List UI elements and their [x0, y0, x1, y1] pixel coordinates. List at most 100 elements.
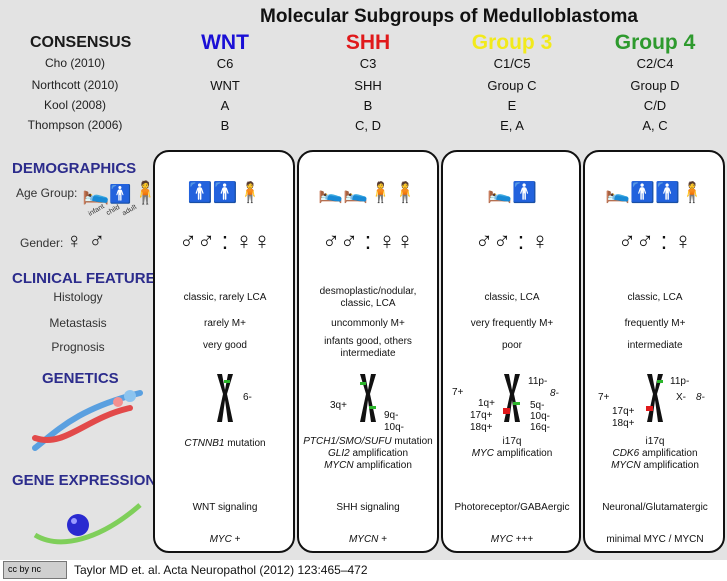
box-group4: [583, 150, 725, 553]
label-metastasis: Metastasis: [49, 316, 107, 330]
cell-wnt-thompson: B: [220, 118, 230, 133]
prognosis-wnt: very good: [203, 340, 247, 351]
cyto-group4-X: X-: [676, 392, 686, 403]
section-clinical-features: CLINICAL FEATURES: [12, 270, 166, 287]
genetics-wnt-0: CTNNB1 mutation: [184, 438, 266, 449]
gender-ratio-group4: ♂♂ : ♀: [617, 228, 693, 255]
cyto-group4-8: 8-: [696, 392, 705, 403]
cyto-group3-18q: 18q+: [470, 422, 493, 433]
age-icons-group3: 🛌🚹: [487, 180, 537, 205]
cyto-group3-8: 8-: [550, 388, 559, 399]
metastasis-shh: uncommonly M+: [331, 318, 405, 329]
prognosis-group3: poor: [501, 340, 523, 351]
cell-shh-cho: C3: [359, 56, 377, 71]
cyto-group4-11p: 11p-: [670, 376, 690, 387]
gender-ratio-group3: ♂♂ : ♀: [474, 228, 550, 255]
cell-wnt-kool: A: [220, 98, 230, 113]
histology-group3: classic, LCA: [484, 292, 540, 303]
adult-icon: 🧍: [368, 182, 393, 204]
prognosis-shh: infants good, others intermediate: [324, 336, 412, 359]
infant-icon: 🛌: [318, 182, 344, 204]
box-shh: [297, 150, 439, 553]
label-gender: Gender:: [20, 236, 64, 250]
histology-shh: desmoplastic/nodular, classic, LCA: [319, 286, 417, 309]
age-icons-group4: 🛌🚹🚹🧍: [605, 180, 705, 205]
box-group3: [441, 150, 581, 553]
age-icons-shh: 🛌🛌🧍🧍: [318, 180, 418, 205]
metastasis-group3: very frequently M+: [470, 318, 554, 329]
child-icon: 🚹: [109, 184, 132, 204]
cyto-shh-10q: 10q-: [384, 422, 405, 433]
child-icon: 🚹: [630, 182, 655, 204]
citation: Taylor MD et. al. Acta Neuropathol (2012…: [74, 563, 368, 577]
figure-title: Molecular Subgroups of Medulloblastoma: [260, 6, 638, 27]
genetics-shh-2: MYCN amplification: [324, 460, 412, 471]
cyto-group4-18q: 18q+: [612, 418, 635, 429]
license-badge[interactable]: cc by nc: [3, 561, 67, 579]
section-genetics: GENETICS: [42, 370, 119, 387]
chromosome-icon: [503, 374, 520, 422]
genetics-shh-1: GLI2 amplification: [327, 448, 409, 459]
cell-group4-thompson: A, C: [642, 118, 668, 133]
row-label-kool: Kool (2008): [43, 98, 107, 112]
cyto-group4-17q: 17q+: [612, 406, 635, 417]
label-prognosis: Prognosis: [51, 340, 105, 354]
cell-wnt-cho: C6: [216, 56, 234, 71]
myc-group4: minimal MYC / MYCN: [606, 534, 704, 545]
genetics-group4-1: CDK6 amplification: [612, 448, 698, 459]
cyto-group3-1q: 1q+: [478, 398, 495, 409]
header-wnt: WNT: [201, 31, 249, 54]
prognosis-group4: intermediate: [627, 340, 683, 351]
cell-group4-kool: C/D: [643, 98, 667, 113]
child-icon: 🚹: [655, 182, 680, 204]
footer: [0, 560, 727, 581]
cyto-group4-7: 7+: [598, 392, 610, 403]
cyto-shh-9q: 9q-: [384, 410, 399, 421]
cyto-group3-17q: 17q+: [470, 410, 493, 421]
genetics-group4-2: MYCN amplification: [611, 460, 699, 471]
age-icons-legend: 🛌🚹🧍: [82, 180, 159, 206]
cyto-group3-11p: 11p-: [528, 376, 548, 387]
cell-group3-kool: E: [507, 98, 517, 113]
cyto-shh-3q: 3q+: [330, 400, 347, 411]
infant-icon: 🛌: [82, 180, 110, 205]
row-label-thompson: Thompson (2006): [27, 118, 123, 132]
child-icon: 🚹: [187, 182, 213, 204]
adult-icon: 🧍: [679, 182, 705, 204]
infant-icon: 🛌: [487, 182, 512, 204]
gender-ratio-wnt: ♂♂ : ♀♀: [178, 228, 272, 255]
expression-group3: Photoreceptor/GABAergic: [454, 502, 570, 513]
license-text: cc by nc: [8, 564, 42, 574]
genetics-group3-1: MYC amplification: [471, 448, 553, 459]
expression-group4: Neuronal/Glutamatergic: [602, 502, 708, 513]
genetics-group3-0: i17q: [502, 436, 522, 447]
header-group3: Group 3: [471, 31, 553, 54]
chromosome-icon: [646, 374, 663, 422]
gender-ratio-shh: ♂♂ : ♀♀: [321, 228, 415, 255]
row-label-cho: Cho (2010): [44, 56, 106, 70]
expression-shh: SHH signaling: [336, 502, 400, 513]
label-age-group: Age Group:: [16, 186, 78, 200]
header-group4: Group 4: [614, 31, 696, 54]
section-gene-expression: GENE EXPRESSION: [12, 472, 157, 489]
adult-icon: 🧍: [392, 182, 418, 204]
genetics-group4-0: i17q: [645, 436, 665, 447]
gender-symbols-legend: ♀ ♂: [66, 228, 106, 253]
metastasis-wnt: rarely M+: [204, 318, 246, 329]
child-icon: 🚹: [512, 182, 537, 204]
dna-helix-illustration: [32, 390, 143, 451]
chromosome-icon: [360, 374, 376, 422]
cyto-group3-16q: 16q-: [530, 422, 551, 433]
cyto-group3-7: 7+: [452, 387, 464, 398]
infant-icon: 🛌: [605, 182, 631, 204]
box-wnt: [153, 150, 295, 553]
cell-group3-northcott: Group C: [487, 78, 537, 93]
section-demographics: DEMOGRAPHICS: [12, 160, 137, 177]
adult-icon: 🧍: [237, 182, 263, 204]
myc-wnt: MYC +: [209, 534, 241, 545]
metastasis-group4: frequently M+: [624, 318, 686, 329]
gene-expression-illustration: [33, 503, 142, 545]
myc-shh: MYCN +: [348, 534, 388, 545]
cell-group4-northcott: Group D: [630, 78, 680, 93]
myc-group3: MYC +++: [490, 534, 534, 545]
